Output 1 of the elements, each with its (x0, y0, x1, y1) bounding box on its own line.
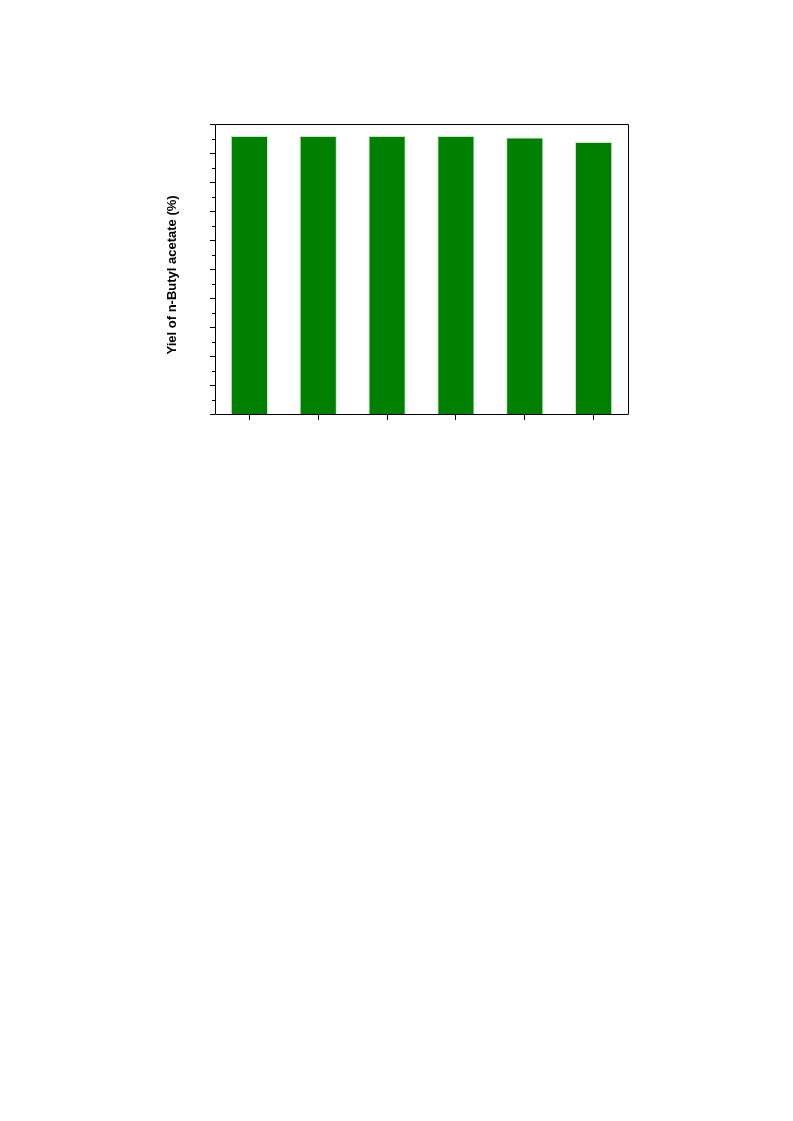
y-axis-title: Yiel of n-Butyl acetate (%) (164, 195, 179, 355)
